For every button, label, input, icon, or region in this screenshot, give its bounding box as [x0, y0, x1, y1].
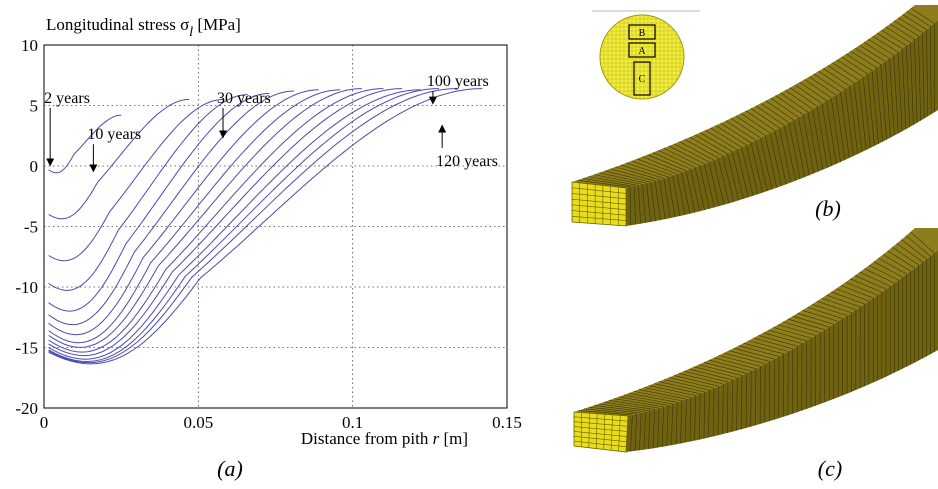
cross-section-inset: B A C	[592, 11, 700, 99]
box-c-label: C	[639, 74, 646, 85]
panel-label-c: (c)	[818, 456, 842, 481]
x-tick-label: 0	[40, 413, 49, 432]
panel-label-b: (b)	[815, 196, 841, 221]
annotation-label: 10 years	[87, 126, 141, 143]
box-b-label: B	[639, 28, 646, 39]
annotation-label: 2 years	[44, 90, 90, 107]
x-axis-label: Distance from pith r [m]	[301, 429, 468, 448]
y-tick-label: 5	[30, 97, 39, 116]
annotation-label: 30 years	[217, 90, 271, 107]
y-axis-label: Longitudinal stress σl [MPa]	[46, 15, 241, 40]
plot-frame	[44, 45, 507, 408]
x-tick-label: 0.15	[492, 413, 522, 432]
beam-model-c: (c)	[574, 228, 938, 481]
y-tick-label: 0	[30, 157, 39, 176]
y-tick-label: -20	[15, 399, 38, 418]
y-tick-label: -10	[15, 278, 38, 297]
panel-label-a: (a)	[217, 456, 243, 481]
annotation-label: 100 years	[427, 73, 489, 90]
annotation-label: 120 years	[436, 153, 498, 170]
x-tick-label: 0.05	[183, 413, 213, 432]
y-tick-label: 10	[21, 36, 38, 55]
y-tick-label: -15	[15, 339, 38, 358]
box-a-label: A	[638, 46, 646, 57]
y-tick-label: -5	[24, 218, 38, 237]
